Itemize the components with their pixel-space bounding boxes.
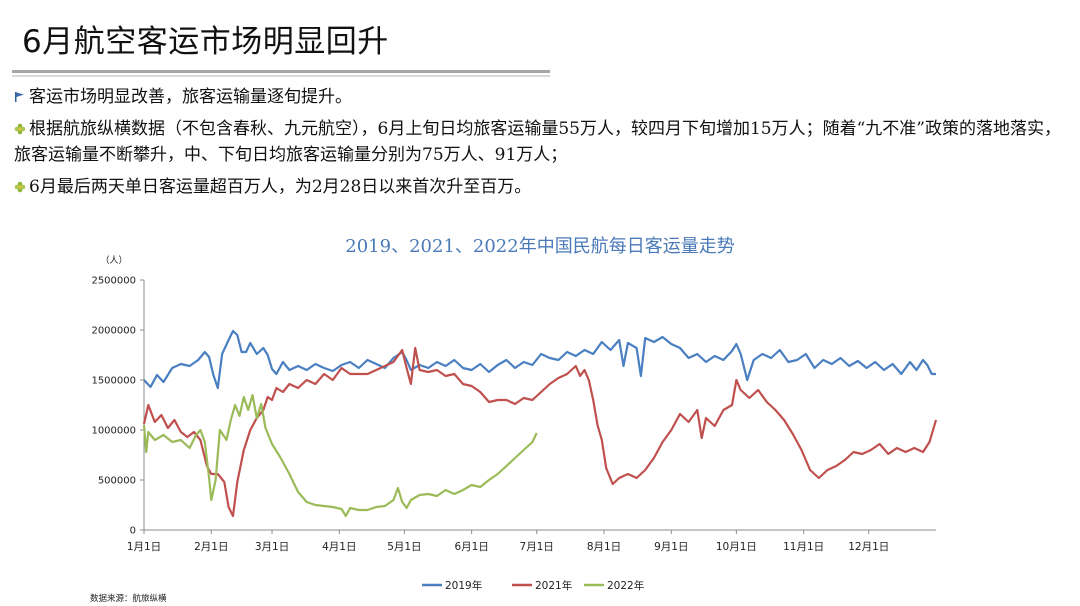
chart-title: 2019、2021、2022年中国民航每日客运量走势 (345, 236, 735, 257)
bullet-item: 客运市场明显改善，旅客运输量逐旬提升。 (14, 84, 1070, 110)
x-tick-label: 7月1日 (520, 541, 554, 553)
x-tick-label: 4月1日 (322, 541, 356, 553)
y-tick-label: 2000000 (91, 326, 136, 337)
x-tick-label: 6月1日 (454, 541, 488, 553)
x-tick-label: 3月1日 (255, 541, 289, 553)
bullet-text: 6月最后两天单日客运量超百万人，为2月28日以来首次升至百万。 (29, 177, 532, 197)
legend-label: 2019年 (445, 579, 482, 592)
data-source-note: 数据来源：航旅纵横 (90, 594, 167, 604)
bullet-text: 根据航旅纵横数据（不包含春秋、九元航空），6月上旬日均旅客运输量55万人，较四月… (14, 119, 1061, 165)
x-tick-label: 9月1日 (654, 541, 688, 553)
x-tick-label: 12月1日 (848, 541, 889, 553)
series-line-2019年 (143, 329, 936, 390)
series-line-2021年 (142, 346, 938, 518)
flower-bullet-icon (14, 117, 26, 135)
y-tick-label: 1500000 (91, 376, 136, 387)
series-line-2022年 (142, 393, 538, 518)
x-tick-label: 10月1日 (716, 541, 757, 553)
chart-area: 2019、2021、2022年中国民航每日客运量走势 （人） 0 500000 100… (0, 228, 1080, 606)
flower-bullet-icon (14, 175, 26, 193)
bullet-item: 6月最后两天单日客运量超百万人，为2月28日以来首次升至百万。 (14, 174, 1070, 200)
bullet-item: 根据航旅纵横数据（不包含春秋、九元航空），6月上旬日均旅客运输量55万人，较四月… (14, 116, 1070, 168)
y-tick-label: 1000000 (91, 426, 136, 437)
y-tick-label: 500000 (98, 476, 136, 487)
x-tick-label: 1月1日 (127, 541, 161, 553)
bullet-text: 客运市场明显改善，旅客运输量逐旬提升。 (29, 87, 352, 107)
flag-icon (14, 85, 26, 102)
x-tick-label: 2月1日 (194, 541, 228, 553)
title-rule-dark (12, 70, 550, 73)
title-rule-light (12, 75, 550, 77)
x-tick-label: 8月1日 (587, 541, 621, 553)
x-tick-label: 11月1日 (783, 541, 824, 553)
legend-label: 2022年 (607, 579, 644, 592)
line-chart: （人） 0 500000 1000000 1500000 2000000 2500000 1月… (91, 255, 938, 592)
y-tick-label: 2500000 (91, 276, 136, 287)
legend-label: 2021年 (535, 579, 572, 592)
y-tick-label: 0 (130, 526, 136, 537)
y-axis-unit-label: （人） (100, 255, 127, 266)
page-title: 6月航空客运市场明显回升 (22, 24, 389, 60)
bullet-list: 客运市场明显改善，旅客运输量逐旬提升。 根据航旅纵横数据（不包含春秋、九元航空）… (14, 84, 1070, 206)
x-tick-label: 5月1日 (387, 541, 421, 553)
